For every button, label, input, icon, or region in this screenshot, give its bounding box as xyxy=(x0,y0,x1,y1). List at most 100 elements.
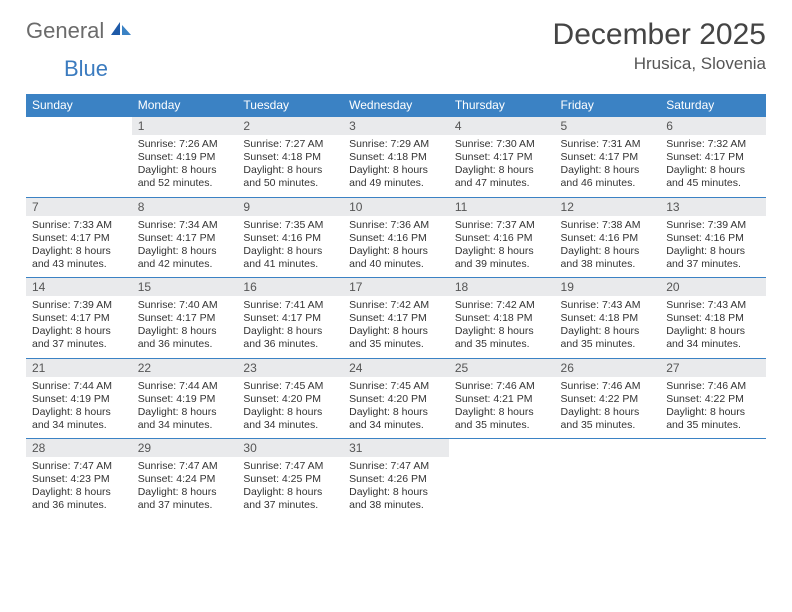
day-number: 28 xyxy=(26,439,132,457)
calendar-cell: 9Sunrise: 7:35 AMSunset: 4:16 PMDaylight… xyxy=(237,197,343,278)
day-number: 17 xyxy=(343,278,449,296)
calendar-cell: 19Sunrise: 7:43 AMSunset: 4:18 PMDayligh… xyxy=(555,278,661,359)
calendar-cell: 22Sunrise: 7:44 AMSunset: 4:19 PMDayligh… xyxy=(132,358,238,439)
day-details: Sunrise: 7:42 AMSunset: 4:18 PMDaylight:… xyxy=(449,296,555,358)
day-details: Sunrise: 7:32 AMSunset: 4:17 PMDaylight:… xyxy=(660,135,766,197)
calendar-cell: 15Sunrise: 7:40 AMSunset: 4:17 PMDayligh… xyxy=(132,278,238,359)
day-details: Sunrise: 7:44 AMSunset: 4:19 PMDaylight:… xyxy=(26,377,132,439)
calendar-cell: 13Sunrise: 7:39 AMSunset: 4:16 PMDayligh… xyxy=(660,197,766,278)
day-details: Sunrise: 7:29 AMSunset: 4:18 PMDaylight:… xyxy=(343,135,449,197)
day-details: Sunrise: 7:47 AMSunset: 4:23 PMDaylight:… xyxy=(26,457,132,519)
weekday-header: Wednesday xyxy=(343,94,449,117)
day-details: Sunrise: 7:43 AMSunset: 4:18 PMDaylight:… xyxy=(660,296,766,358)
calendar-cell: 18Sunrise: 7:42 AMSunset: 4:18 PMDayligh… xyxy=(449,278,555,359)
calendar-row: .1Sunrise: 7:26 AMSunset: 4:19 PMDayligh… xyxy=(26,117,766,198)
day-number: 8 xyxy=(132,198,238,216)
calendar-cell: 10Sunrise: 7:36 AMSunset: 4:16 PMDayligh… xyxy=(343,197,449,278)
weekday-header: Monday xyxy=(132,94,238,117)
day-details: Sunrise: 7:47 AMSunset: 4:24 PMDaylight:… xyxy=(132,457,238,519)
month-title: December 2025 xyxy=(553,18,766,52)
calendar-cell: 21Sunrise: 7:44 AMSunset: 4:19 PMDayligh… xyxy=(26,358,132,439)
day-details: Sunrise: 7:45 AMSunset: 4:20 PMDaylight:… xyxy=(237,377,343,439)
day-number: 12 xyxy=(555,198,661,216)
day-details: Sunrise: 7:42 AMSunset: 4:17 PMDaylight:… xyxy=(343,296,449,358)
day-details: Sunrise: 7:39 AMSunset: 4:17 PMDaylight:… xyxy=(26,296,132,358)
day-details: Sunrise: 7:37 AMSunset: 4:16 PMDaylight:… xyxy=(449,216,555,278)
day-number: 29 xyxy=(132,439,238,457)
day-number: 21 xyxy=(26,359,132,377)
weekday-header: Saturday xyxy=(660,94,766,117)
day-number: 3 xyxy=(343,117,449,135)
day-details: Sunrise: 7:44 AMSunset: 4:19 PMDaylight:… xyxy=(132,377,238,439)
calendar-cell: 20Sunrise: 7:43 AMSunset: 4:18 PMDayligh… xyxy=(660,278,766,359)
day-number: 14 xyxy=(26,278,132,296)
weekday-header: Sunday xyxy=(26,94,132,117)
day-details: Sunrise: 7:46 AMSunset: 4:22 PMDaylight:… xyxy=(555,377,661,439)
calendar-cell: . xyxy=(555,439,661,519)
logo-sail-icon xyxy=(109,20,133,43)
day-number: 5 xyxy=(555,117,661,135)
calendar-cell: 31Sunrise: 7:47 AMSunset: 4:26 PMDayligh… xyxy=(343,439,449,519)
calendar-cell: . xyxy=(449,439,555,519)
day-number: 13 xyxy=(660,198,766,216)
day-details: Sunrise: 7:34 AMSunset: 4:17 PMDaylight:… xyxy=(132,216,238,278)
day-number: 10 xyxy=(343,198,449,216)
calendar-cell: 23Sunrise: 7:45 AMSunset: 4:20 PMDayligh… xyxy=(237,358,343,439)
calendar-cell: 8Sunrise: 7:34 AMSunset: 4:17 PMDaylight… xyxy=(132,197,238,278)
calendar-cell: 7Sunrise: 7:33 AMSunset: 4:17 PMDaylight… xyxy=(26,197,132,278)
calendar-cell: 14Sunrise: 7:39 AMSunset: 4:17 PMDayligh… xyxy=(26,278,132,359)
day-number: 24 xyxy=(343,359,449,377)
calendar-cell: . xyxy=(26,117,132,198)
day-number: 23 xyxy=(237,359,343,377)
day-details: Sunrise: 7:26 AMSunset: 4:19 PMDaylight:… xyxy=(132,135,238,197)
day-number: 15 xyxy=(132,278,238,296)
calendar-cell: 6Sunrise: 7:32 AMSunset: 4:17 PMDaylight… xyxy=(660,117,766,198)
calendar-cell: . xyxy=(660,439,766,519)
day-details: Sunrise: 7:41 AMSunset: 4:17 PMDaylight:… xyxy=(237,296,343,358)
weekday-header: Tuesday xyxy=(237,94,343,117)
day-details: Sunrise: 7:43 AMSunset: 4:18 PMDaylight:… xyxy=(555,296,661,358)
day-number: 27 xyxy=(660,359,766,377)
day-number: 19 xyxy=(555,278,661,296)
day-number: 16 xyxy=(237,278,343,296)
day-number: 26 xyxy=(555,359,661,377)
calendar-table: Sunday Monday Tuesday Wednesday Thursday… xyxy=(26,94,766,519)
calendar-body: .1Sunrise: 7:26 AMSunset: 4:19 PMDayligh… xyxy=(26,117,766,519)
calendar-cell: 4Sunrise: 7:30 AMSunset: 4:17 PMDaylight… xyxy=(449,117,555,198)
logo-text-blue: Blue xyxy=(64,56,108,81)
calendar-cell: 12Sunrise: 7:38 AMSunset: 4:16 PMDayligh… xyxy=(555,197,661,278)
logo: General xyxy=(26,18,135,44)
calendar-cell: 28Sunrise: 7:47 AMSunset: 4:23 PMDayligh… xyxy=(26,439,132,519)
calendar-cell: 25Sunrise: 7:46 AMSunset: 4:21 PMDayligh… xyxy=(449,358,555,439)
day-number: 1 xyxy=(132,117,238,135)
calendar-cell: 5Sunrise: 7:31 AMSunset: 4:17 PMDaylight… xyxy=(555,117,661,198)
day-details: Sunrise: 7:40 AMSunset: 4:17 PMDaylight:… xyxy=(132,296,238,358)
day-details: Sunrise: 7:39 AMSunset: 4:16 PMDaylight:… xyxy=(660,216,766,278)
calendar-cell: 30Sunrise: 7:47 AMSunset: 4:25 PMDayligh… xyxy=(237,439,343,519)
calendar-cell: 26Sunrise: 7:46 AMSunset: 4:22 PMDayligh… xyxy=(555,358,661,439)
day-details: Sunrise: 7:31 AMSunset: 4:17 PMDaylight:… xyxy=(555,135,661,197)
calendar-page: General December 2025 Hrusica, Slovenia … xyxy=(0,0,792,529)
logo-text-general: General xyxy=(26,18,104,44)
day-number: 11 xyxy=(449,198,555,216)
calendar-cell: 24Sunrise: 7:45 AMSunset: 4:20 PMDayligh… xyxy=(343,358,449,439)
calendar-cell: 1Sunrise: 7:26 AMSunset: 4:19 PMDaylight… xyxy=(132,117,238,198)
calendar-cell: 3Sunrise: 7:29 AMSunset: 4:18 PMDaylight… xyxy=(343,117,449,198)
weekday-header: Thursday xyxy=(449,94,555,117)
day-number: 9 xyxy=(237,198,343,216)
day-number: 22 xyxy=(132,359,238,377)
calendar-cell: 17Sunrise: 7:42 AMSunset: 4:17 PMDayligh… xyxy=(343,278,449,359)
day-number: 6 xyxy=(660,117,766,135)
day-number: 4 xyxy=(449,117,555,135)
calendar-row: 21Sunrise: 7:44 AMSunset: 4:19 PMDayligh… xyxy=(26,358,766,439)
calendar-row: 14Sunrise: 7:39 AMSunset: 4:17 PMDayligh… xyxy=(26,278,766,359)
day-number: 30 xyxy=(237,439,343,457)
calendar-cell: 16Sunrise: 7:41 AMSunset: 4:17 PMDayligh… xyxy=(237,278,343,359)
weekday-header: Friday xyxy=(555,94,661,117)
day-details: Sunrise: 7:36 AMSunset: 4:16 PMDaylight:… xyxy=(343,216,449,278)
day-details: Sunrise: 7:38 AMSunset: 4:16 PMDaylight:… xyxy=(555,216,661,278)
day-number: 31 xyxy=(343,439,449,457)
weekday-header-row: Sunday Monday Tuesday Wednesday Thursday… xyxy=(26,94,766,117)
day-number: 20 xyxy=(660,278,766,296)
calendar-cell: 29Sunrise: 7:47 AMSunset: 4:24 PMDayligh… xyxy=(132,439,238,519)
